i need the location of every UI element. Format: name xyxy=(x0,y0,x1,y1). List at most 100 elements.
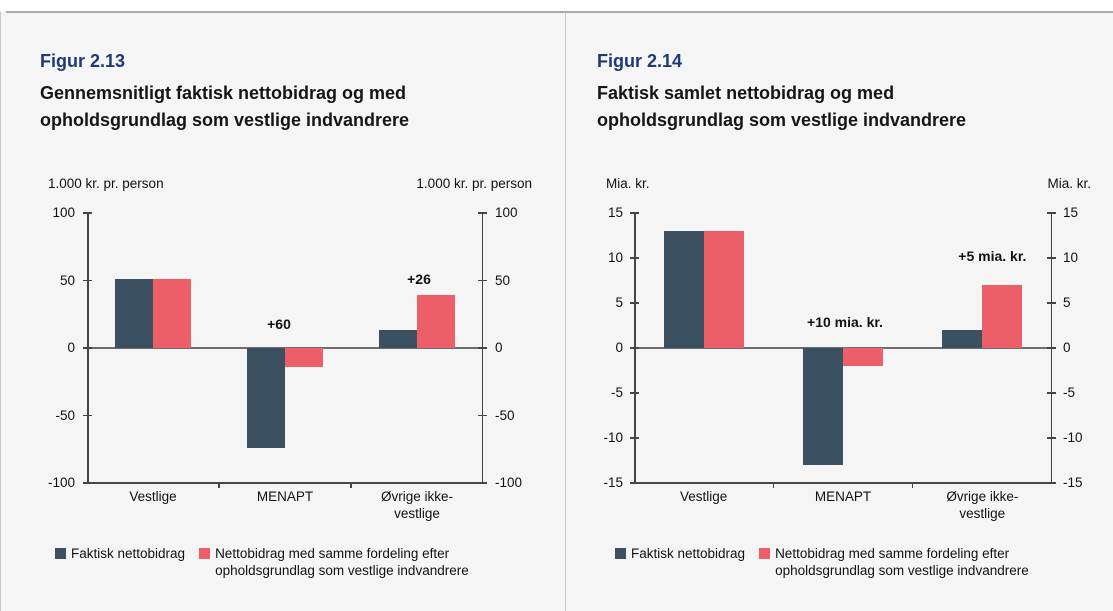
legend-label: Faktisk nettobidrag xyxy=(631,545,745,562)
y-tick-left xyxy=(630,437,639,439)
y-tick-label-left: -10 xyxy=(603,430,623,445)
legend-label: Nettobidrag med samme fordeling efter op… xyxy=(775,545,1029,579)
y-tick-left xyxy=(83,347,92,349)
annotation: +10 mia. kr. xyxy=(807,314,883,330)
bar-series0-cat2 xyxy=(942,330,983,348)
y-tick-right xyxy=(1047,212,1056,214)
category-label-line: MENAPT xyxy=(814,489,872,504)
y-tick-label-right: -10 xyxy=(1063,430,1083,445)
figure-number: Figur 2.13 xyxy=(40,51,126,71)
y-tick-label-right: -50 xyxy=(495,407,515,423)
legend-label-line: Faktisk nettobidrag xyxy=(631,546,746,561)
y-axis-unit-right: Mia. kr. xyxy=(1047,176,1091,191)
legend: Faktisk nettobidrag Nettobidrag med samm… xyxy=(615,545,1029,579)
annotation: +26 xyxy=(407,271,431,288)
y-tick-right xyxy=(478,212,487,214)
x-axis-baseline xyxy=(87,482,483,484)
y-tick-right xyxy=(478,347,487,349)
y-axis-unit-right: 1.000 kr. pr. person xyxy=(416,176,532,191)
y-axis-unit-left: Mia. kr. xyxy=(606,176,650,191)
y-tick-label-right: -100 xyxy=(495,475,523,490)
legend-swatch-faktisk xyxy=(615,548,626,559)
y-axis-unit-left: 1.000 kr. pr. person xyxy=(48,176,164,191)
legend-swatch-faktisk xyxy=(55,548,66,559)
legend-label: Faktisk nettobidrag xyxy=(71,545,185,562)
figure-title: Faktisk samlet nettobidrag og med ophold… xyxy=(597,80,966,134)
y-tick-label-right: -5 xyxy=(1063,385,1076,400)
bar-series0-cat2 xyxy=(379,330,417,348)
category-label-line: Vestlige xyxy=(129,489,177,504)
figure-title-line-1: Faktisk samlet nettobidrag og med xyxy=(597,83,895,103)
legend-label-line: Faktisk nettobidrag xyxy=(71,546,186,561)
y-tick-right xyxy=(478,414,487,417)
annotation: +60 xyxy=(267,315,291,332)
legend-swatch-justeret xyxy=(199,548,211,559)
figure-title: Gennemsnitligt faktisk nettobidrag og me… xyxy=(40,80,409,134)
figure-title-line-1: Gennemsnitligt faktisk nettobidrag og me… xyxy=(40,83,407,103)
y-tick-label-left: -15 xyxy=(603,475,623,490)
y-tick-label-left: -5 xyxy=(610,385,623,400)
legend-swatch-justeret xyxy=(759,548,771,559)
y-tick-label-right: 0 xyxy=(1063,340,1071,355)
figure-number: Figur 2.14 xyxy=(597,51,683,71)
bar-series1-cat0 xyxy=(703,231,744,348)
y-tick-right xyxy=(478,279,487,282)
y-tick-right xyxy=(1047,392,1056,394)
bar-series0-cat0 xyxy=(663,231,704,348)
x-boundary-tick xyxy=(772,483,775,488)
x-boundary-tick xyxy=(218,483,220,488)
legend-item-faktisk: Faktisk nettobidrag xyxy=(55,545,185,579)
category-label: MENAPT xyxy=(773,488,912,505)
y-tick-label-left: 100 xyxy=(52,205,75,220)
figure-2-14-panel: Figur 2.14 Faktisk samlet nettobidrag og… xyxy=(566,0,1113,611)
y-tick-label-left: 10 xyxy=(607,250,623,265)
bar-series1-cat1 xyxy=(843,348,883,366)
bar-series0-cat1 xyxy=(803,348,843,465)
bar-series1-cat2 xyxy=(982,285,1023,348)
figure-2-13-panel: Figur 2.13 Gennemsnitligt faktisk nettob… xyxy=(40,51,532,579)
category-label: Øvrige ikke-vestlige xyxy=(351,488,483,522)
bar-series1-cat2 xyxy=(417,295,455,348)
y-tick-label-left: 0 xyxy=(615,340,623,355)
category-label-line: vestlige xyxy=(394,506,440,521)
y-tick-left xyxy=(83,212,92,214)
category-label: Vestlige xyxy=(634,488,773,505)
y-tick-left xyxy=(630,257,639,259)
category-label: Øvrige ikke-vestlige xyxy=(913,488,1052,522)
category-label-line: Øvrige ikke- xyxy=(946,489,1019,504)
legend-item-justeret: Nettobidrag med samme fordeling efter op… xyxy=(199,545,469,579)
y-tick-right xyxy=(478,482,487,484)
y-tick-left xyxy=(630,302,639,304)
plot-area: 15 15 10 10 5 5 0 0 -5 -5 -10 -10 -15 -15 Vestlige MENA… xyxy=(603,205,1082,521)
y-tick-label-left: 50 xyxy=(59,272,75,288)
y-tick-right xyxy=(1047,482,1056,484)
x-axis-baseline xyxy=(634,482,1052,484)
y-tick-label-left: 0 xyxy=(67,340,75,355)
y-tick-label-left: -50 xyxy=(55,407,75,423)
y-tick-left xyxy=(83,414,92,417)
y-tick-label-right: 50 xyxy=(495,272,511,288)
y-tick-label-left: -100 xyxy=(47,475,75,490)
bar-series1-cat0 xyxy=(153,279,191,348)
y-tick-left xyxy=(83,482,92,484)
y-tick-label-right: 0 xyxy=(495,340,503,355)
bar-series0-cat1 xyxy=(247,348,285,448)
x-boundary-tick xyxy=(911,483,914,488)
y-tick-label-right: 15 xyxy=(1063,205,1079,220)
y-tick-right xyxy=(1047,347,1056,349)
figure-title-line-2: opholdsgrundlag som vestlige indvandrere xyxy=(597,110,967,130)
panel-divider xyxy=(565,12,566,611)
category-label-line: Øvrige ikke- xyxy=(380,489,453,504)
legend-label: Nettobidrag med samme fordeling efter op… xyxy=(215,545,469,579)
plot-area: 100 100 50 50 0 0 -50 -50 -100 -100 Vestlige MENAPT… xyxy=(48,205,522,521)
y-tick-left xyxy=(630,392,639,394)
annotation: +5 mia. kr. xyxy=(958,248,1027,265)
legend-label-line: Nettobidrag med samme fordeling efter xyxy=(215,546,450,561)
y-tick-label-right: 5 xyxy=(1063,295,1071,310)
legend-label-line: opholdsgrundlag som vestlige indvandrere xyxy=(215,563,469,578)
y-tick-right xyxy=(1047,437,1056,439)
y-tick-label-left: 5 xyxy=(615,295,623,310)
legend-item-justeret: Nettobidrag med samme fordeling efter op… xyxy=(759,545,1029,579)
y-tick-label-right: -15 xyxy=(1063,475,1083,490)
y-tick-label-right: 100 xyxy=(495,205,518,220)
